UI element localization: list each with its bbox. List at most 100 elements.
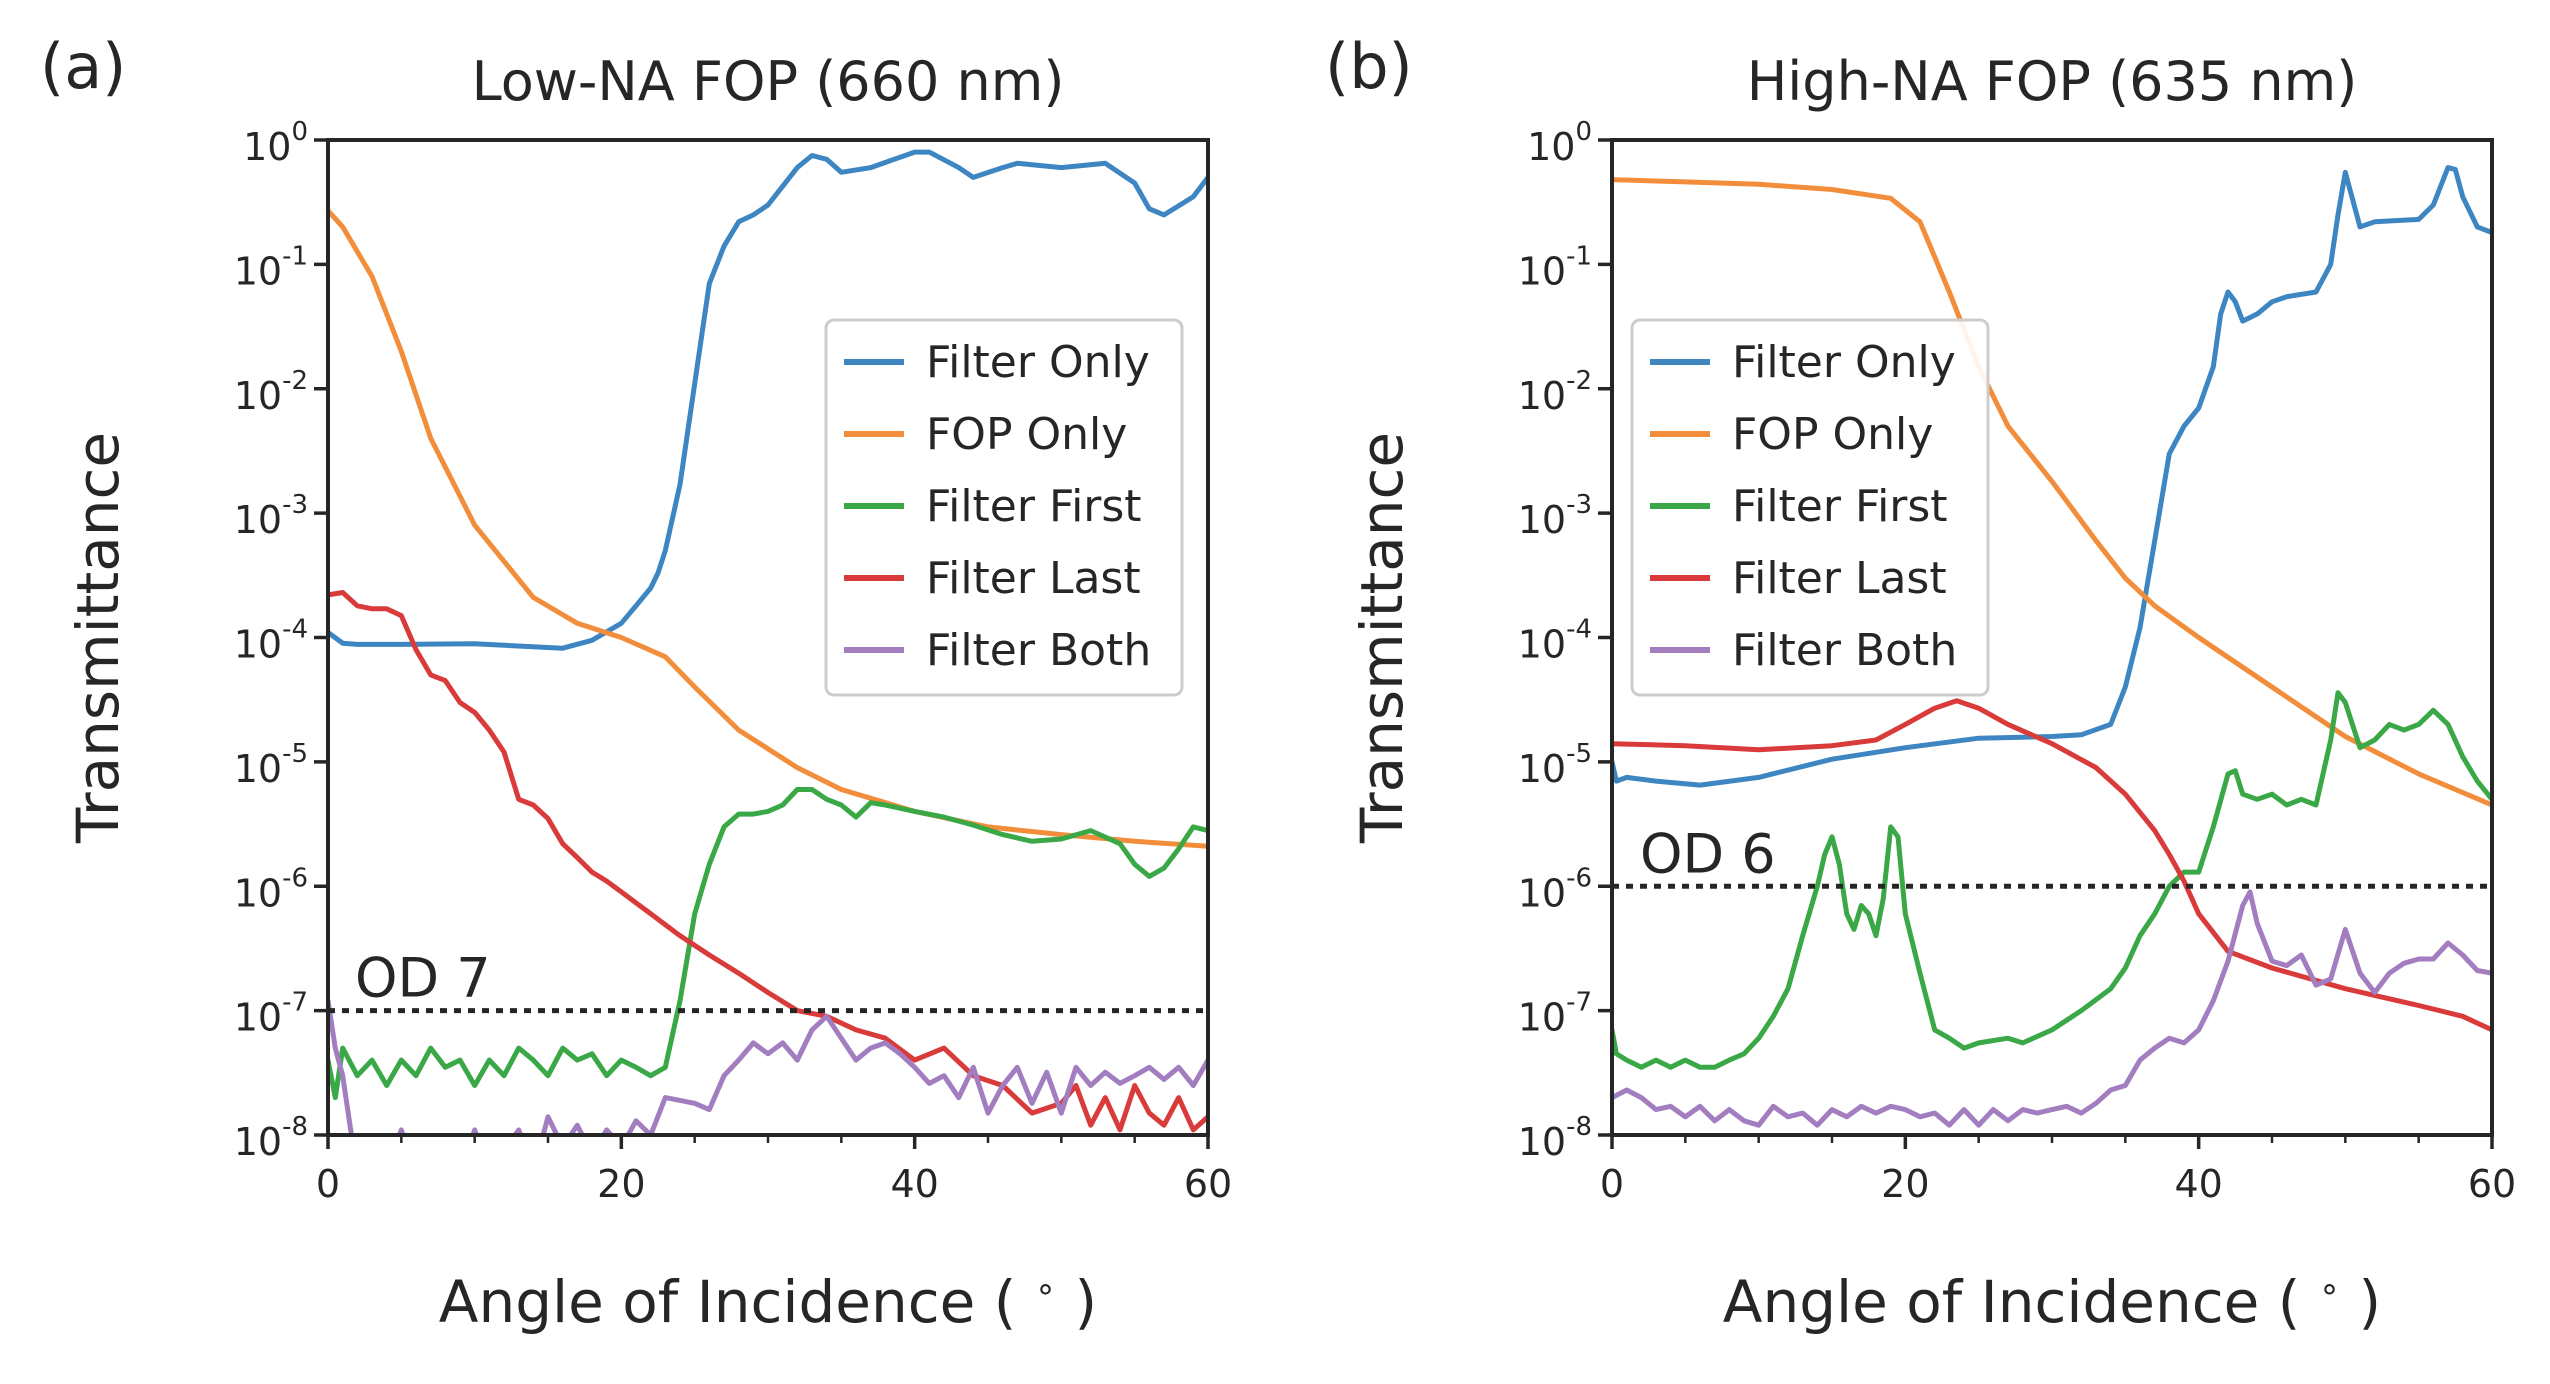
x-tick-label: 60 <box>1184 1162 1232 1206</box>
y-tick-exponent: -5 <box>282 739 308 769</box>
legend: Filter Only FOP Only Filter First Filter La… <box>824 318 1184 697</box>
y-tick-exponent: -6 <box>282 863 308 893</box>
series-line-filter-both <box>328 998 1208 1135</box>
legend-label: Filter Both <box>1732 625 1957 676</box>
y-tick-exponent: -8 <box>282 1112 308 1142</box>
x-axis-label: Angle of Incidence ( ∘ ) <box>439 1268 1097 1336</box>
legend-label: Filter First <box>1732 481 1948 532</box>
x-axis-label-text: Angle of Incidence ( <box>1723 1268 2319 1336</box>
y-tick-label: 10-5 <box>234 739 308 791</box>
panel-label: (a) <box>40 30 126 103</box>
legend-label: Filter Both <box>926 625 1151 676</box>
series-line-filter-first <box>328 787 1208 1101</box>
degree-symbol: ∘ <box>1035 1269 1056 1309</box>
series-line-filter-only <box>328 149 1208 651</box>
y-tick-label: 10-7 <box>234 988 308 1040</box>
y-tick-base: 10 <box>234 1120 282 1164</box>
y-tick-exponent: -7 <box>1566 988 1592 1018</box>
series-line-filter-first <box>1612 690 2492 1070</box>
y-tick-exponent: -2 <box>1566 366 1592 396</box>
y-tick-base: 10 <box>1518 623 1566 667</box>
x-tick-label: 60 <box>2468 1162 2516 1206</box>
y-tick-base: 10 <box>1518 374 1566 418</box>
series-line-fop-only <box>328 208 1208 849</box>
y-axis-label: Transmittance <box>1348 432 1416 844</box>
y-tick-base: 10 <box>234 623 282 667</box>
y-tick-exponent: -7 <box>282 988 308 1018</box>
y-tick-label: 10-8 <box>1518 1112 1592 1164</box>
series-group <box>328 149 1208 1135</box>
y-tick-label: 10-6 <box>1518 863 1592 915</box>
y-tick-base: 10 <box>1518 498 1566 542</box>
y-tick-base: 10 <box>1518 1120 1566 1164</box>
legend-box <box>824 318 1184 697</box>
x-axis-label-text: Angle of Incidence ( <box>439 1268 1035 1336</box>
x-tick-label: 40 <box>890 1162 938 1206</box>
y-tick-label: 10-1 <box>1518 241 1592 293</box>
y-tick-exponent: -3 <box>1566 490 1592 520</box>
y-tick-exponent: -4 <box>1566 615 1592 645</box>
chart-title: High-NA FOP (635 nm) <box>1747 50 2358 113</box>
y-tick-label: 10-7 <box>1518 988 1592 1040</box>
y-tick-exponent: -3 <box>282 490 308 520</box>
y-tick-label: 10-6 <box>234 863 308 915</box>
y-tick-exponent: -6 <box>1566 863 1592 893</box>
y-tick-base: 10 <box>1518 249 1566 293</box>
y-tick-exponent: 0 <box>1575 117 1592 147</box>
x-axis-label: Angle of Incidence ( ∘ ) <box>1723 1268 2381 1336</box>
y-tick-base: 10 <box>234 374 282 418</box>
legend: Filter Only FOP Only Filter First Filter La… <box>1630 318 1990 697</box>
legend-label: Filter Last <box>926 553 1141 604</box>
legend-box <box>1630 318 1990 697</box>
y-tick-base: 10 <box>1527 125 1575 169</box>
panel-label: (b) <box>1325 30 1413 103</box>
y-tick-base: 10 <box>1518 747 1566 791</box>
legend-label: FOP Only <box>1732 409 1933 460</box>
y-tick-label: 10-4 <box>234 615 308 667</box>
panel-b: (b) High-NA FOP (635 nm)OD 60 20 40 6010010-… <box>1325 30 2516 1336</box>
y-axis-label: Transmittance <box>64 432 132 844</box>
series-line-filter-only <box>1612 165 2492 788</box>
x-tick-label: 40 <box>2174 1162 2222 1206</box>
y-tick-base: 10 <box>234 249 282 293</box>
series-line-fop-only <box>1612 177 2492 808</box>
y-tick-exponent: -1 <box>282 241 308 271</box>
y-tick-base: 10 <box>234 747 282 791</box>
y-tick-label: 100 <box>243 117 308 169</box>
x-tick-label: 20 <box>597 1162 645 1206</box>
od-label: OD 7 <box>355 947 491 1010</box>
legend-label: Filter Last <box>1732 553 1947 604</box>
y-tick-exponent: -1 <box>1566 241 1592 271</box>
y-tick-label: 10-1 <box>234 241 308 293</box>
y-tick-exponent: 0 <box>291 117 308 147</box>
degree-symbol: ∘ <box>2319 1269 2340 1309</box>
series-group <box>1612 165 2492 1128</box>
y-tick-exponent: -8 <box>1566 1112 1592 1142</box>
x-tick-label: 0 <box>316 1162 340 1206</box>
y-tick-label: 10-2 <box>234 366 308 418</box>
y-tick-base: 10 <box>234 996 282 1040</box>
legend-label: Filter Only <box>926 337 1150 388</box>
x-tick-label: 20 <box>1881 1162 1929 1206</box>
legend-label: Filter First <box>926 481 1142 532</box>
y-tick-label: 10-5 <box>1518 739 1592 791</box>
y-tick-base: 10 <box>234 498 282 542</box>
panel-a: (a) Low-NA FOP (660 nm)OD 70 20 40 6010010-1… <box>40 30 1232 1336</box>
y-tick-label: 10-3 <box>234 490 308 542</box>
y-tick-base: 10 <box>243 125 291 169</box>
y-tick-exponent: -4 <box>282 615 308 645</box>
od-label: OD 6 <box>1640 822 1776 885</box>
legend-label: FOP Only <box>926 409 1127 460</box>
y-tick-label: 10-3 <box>1518 490 1592 542</box>
series-line-filter-both <box>1612 889 2492 1128</box>
y-tick-label: 10-8 <box>234 1112 308 1164</box>
y-tick-exponent: -5 <box>1566 739 1592 769</box>
y-tick-label: 10-2 <box>1518 366 1592 418</box>
y-tick-exponent: -2 <box>282 366 308 396</box>
x-tick-label: 0 <box>1600 1162 1624 1206</box>
y-tick-base: 10 <box>1518 871 1566 915</box>
series-line-filter-last <box>1612 698 2492 1033</box>
y-tick-base: 10 <box>234 871 282 915</box>
y-tick-base: 10 <box>1518 996 1566 1040</box>
